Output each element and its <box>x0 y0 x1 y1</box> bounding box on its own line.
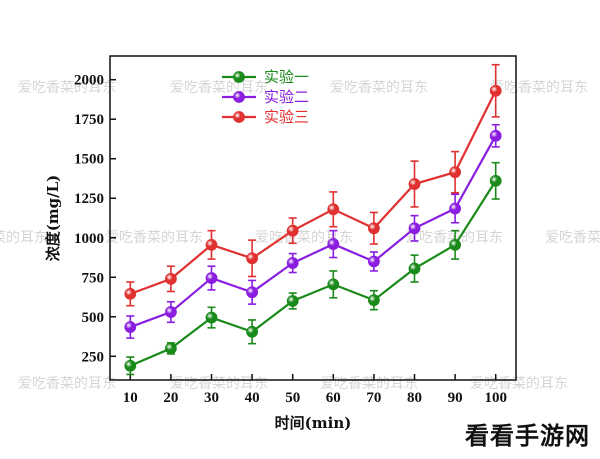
x-tick-label: 70 <box>366 390 381 406</box>
series-line <box>129 90 497 295</box>
data-point <box>449 238 462 251</box>
data-point <box>286 257 299 269</box>
data-point <box>286 295 299 307</box>
watermark-text: 爱吃香菜的耳东 <box>170 80 268 96</box>
watermark-text: 爱吃香菜的耳东 <box>18 376 116 392</box>
x-tick-label: 20 <box>163 390 178 406</box>
y-tick-label: 1750 <box>74 112 104 128</box>
legend-label: 实验一 <box>264 68 309 86</box>
data-point <box>449 202 462 215</box>
y-tick-label: 250 <box>82 349 105 365</box>
data-point <box>367 222 380 235</box>
x-tick-label: 100 <box>484 390 507 406</box>
site-logo: 看看手游网 <box>465 422 590 450</box>
axis-ticks: 250 500 750 1000 1250 1500 1750 2000 10 20 30 40 50 6… <box>74 73 507 406</box>
x-tick-label: 90 <box>448 390 463 406</box>
data-point <box>164 306 177 318</box>
series-2 <box>124 123 502 339</box>
legend-marker <box>233 71 245 83</box>
data-point <box>286 224 299 237</box>
data-point <box>124 321 137 333</box>
legend-marker <box>233 91 245 103</box>
data-point <box>489 129 502 142</box>
data-point <box>367 255 380 268</box>
data-point <box>205 311 218 324</box>
series-1 <box>124 161 502 376</box>
watermark-text: 爱吃香菜的耳东 <box>18 80 116 96</box>
data-point <box>124 287 137 300</box>
y-axis-label: 浓度(mg/L) <box>44 175 62 262</box>
watermark-text: 爱吃香菜的耳东 <box>105 230 203 246</box>
data-point <box>124 359 137 372</box>
data-point <box>489 174 502 187</box>
series-line <box>129 135 497 329</box>
y-tick-label: 2000 <box>74 73 104 89</box>
y-tick-label: 1000 <box>74 231 104 247</box>
legend-marker <box>233 111 245 123</box>
x-tick-label: 30 <box>204 390 219 406</box>
watermark-text: 爱吃香菜的耳东 <box>405 230 503 246</box>
data-point <box>246 286 259 299</box>
y-tick-label: 1250 <box>74 191 104 207</box>
data-point <box>449 166 462 179</box>
x-tick-label: 10 <box>123 390 138 406</box>
data-point <box>408 178 421 190</box>
plot-area-frame <box>109 55 517 381</box>
series-layer <box>124 63 502 376</box>
data-point <box>489 84 502 97</box>
watermark-text: 爱吃香菜的耳东 <box>330 80 428 96</box>
watermark-text: 爱吃香菜的耳东 <box>490 80 588 96</box>
data-point <box>408 222 421 235</box>
y-tick-label: 1500 <box>74 152 104 168</box>
data-point <box>164 342 177 355</box>
y-tick-label: 500 <box>82 310 105 326</box>
x-tick-label: 80 <box>407 390 422 406</box>
data-point <box>367 294 380 307</box>
data-point <box>327 238 340 250</box>
series-3 <box>124 63 502 307</box>
data-point <box>205 272 218 284</box>
x-axis-label: 时间(min) <box>275 414 352 432</box>
data-point <box>246 252 259 265</box>
x-tick-label: 50 <box>285 390 300 406</box>
data-point <box>327 203 340 216</box>
series-line <box>129 180 497 367</box>
x-tick-label: 60 <box>326 390 341 406</box>
data-point <box>408 262 421 275</box>
data-point <box>205 238 218 251</box>
watermark-text: 爱吃香菜的耳东 <box>0 230 48 246</box>
legend-label: 实验三 <box>264 108 309 126</box>
data-point <box>327 278 340 291</box>
legend-label: 实验二 <box>264 88 309 106</box>
y-tick-label: 750 <box>82 270 105 286</box>
data-point <box>246 325 259 338</box>
x-tick-label: 40 <box>245 390 260 406</box>
data-point <box>164 272 177 285</box>
watermark-text: 爱吃香菜的耳东 <box>545 230 600 246</box>
